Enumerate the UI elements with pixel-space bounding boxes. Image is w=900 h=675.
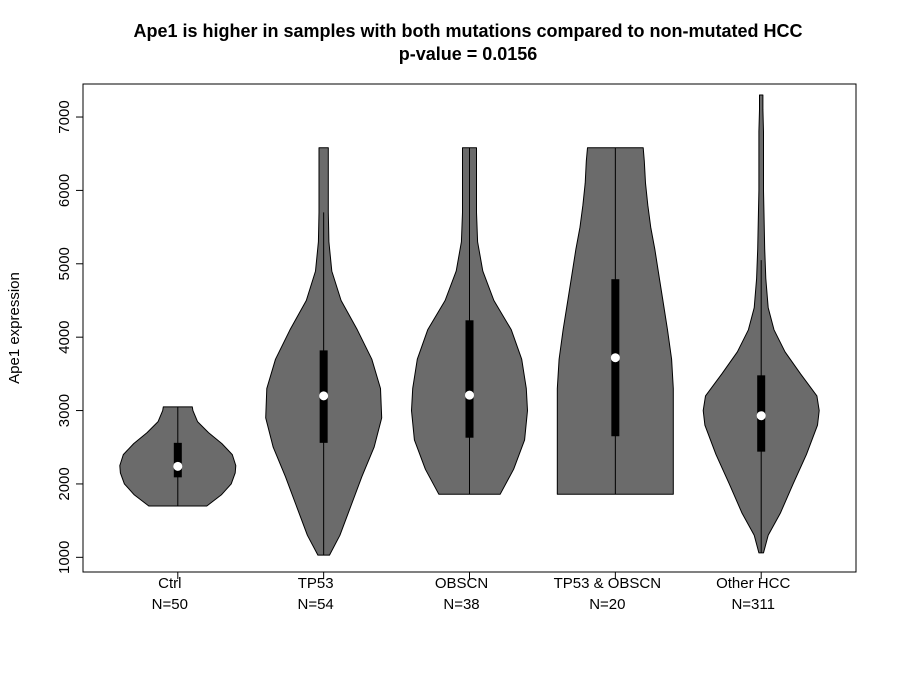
x-tick-n-label: N=311 xyxy=(731,596,775,613)
y-tick-label: 3000 xyxy=(56,394,73,427)
violin-iqr-box xyxy=(465,320,474,438)
y-tick-label: 7000 xyxy=(56,100,73,133)
x-tick-n-label: N=20 xyxy=(589,596,625,613)
violin-group-0 xyxy=(119,406,237,507)
x-tick-label: OBSCN xyxy=(435,575,488,592)
y-tick-label: 6000 xyxy=(56,174,73,207)
chart-title: Ape1 is higher in samples with both muta… xyxy=(133,21,802,41)
x-tick-label: Other HCC xyxy=(716,575,790,592)
y-axis-label: Ape1 expression xyxy=(6,272,23,384)
y-tick-label: 1000 xyxy=(56,541,73,574)
violin-group-1 xyxy=(265,147,383,556)
x-axis: Ctrl N=50 TP53 N=54 OBSCN N=38 TP53 & OBSCN N=2… xyxy=(152,572,790,613)
y-axis: 1000 2000 3000 4000 5000 6000 7000 xyxy=(56,100,83,574)
violin-median-point xyxy=(173,461,183,471)
x-tick-label: TP53 xyxy=(298,575,334,592)
violin-group-2 xyxy=(411,147,528,495)
y-tick-label: 4000 xyxy=(56,320,73,353)
x-tick-n-label: N=38 xyxy=(443,596,479,613)
violin-group-3 xyxy=(556,147,674,495)
x-tick-n-label: N=54 xyxy=(298,596,334,613)
x-tick-label: TP53 & OBSCN xyxy=(554,575,662,592)
y-tick-label: 2000 xyxy=(56,467,73,500)
x-tick-label: Ctrl xyxy=(158,575,181,592)
chart-subtitle: p-value = 0.0156 xyxy=(399,44,538,64)
violin-median-point xyxy=(319,391,329,401)
violin-iqr-box xyxy=(173,442,182,478)
violin-group-4 xyxy=(702,94,820,554)
violin-median-point xyxy=(610,353,620,363)
violin-median-point xyxy=(465,390,474,400)
violins-layer xyxy=(119,94,820,556)
x-tick-n-label: N=50 xyxy=(152,596,188,613)
violin-median-point xyxy=(756,411,766,421)
y-tick-label: 5000 xyxy=(56,247,73,280)
